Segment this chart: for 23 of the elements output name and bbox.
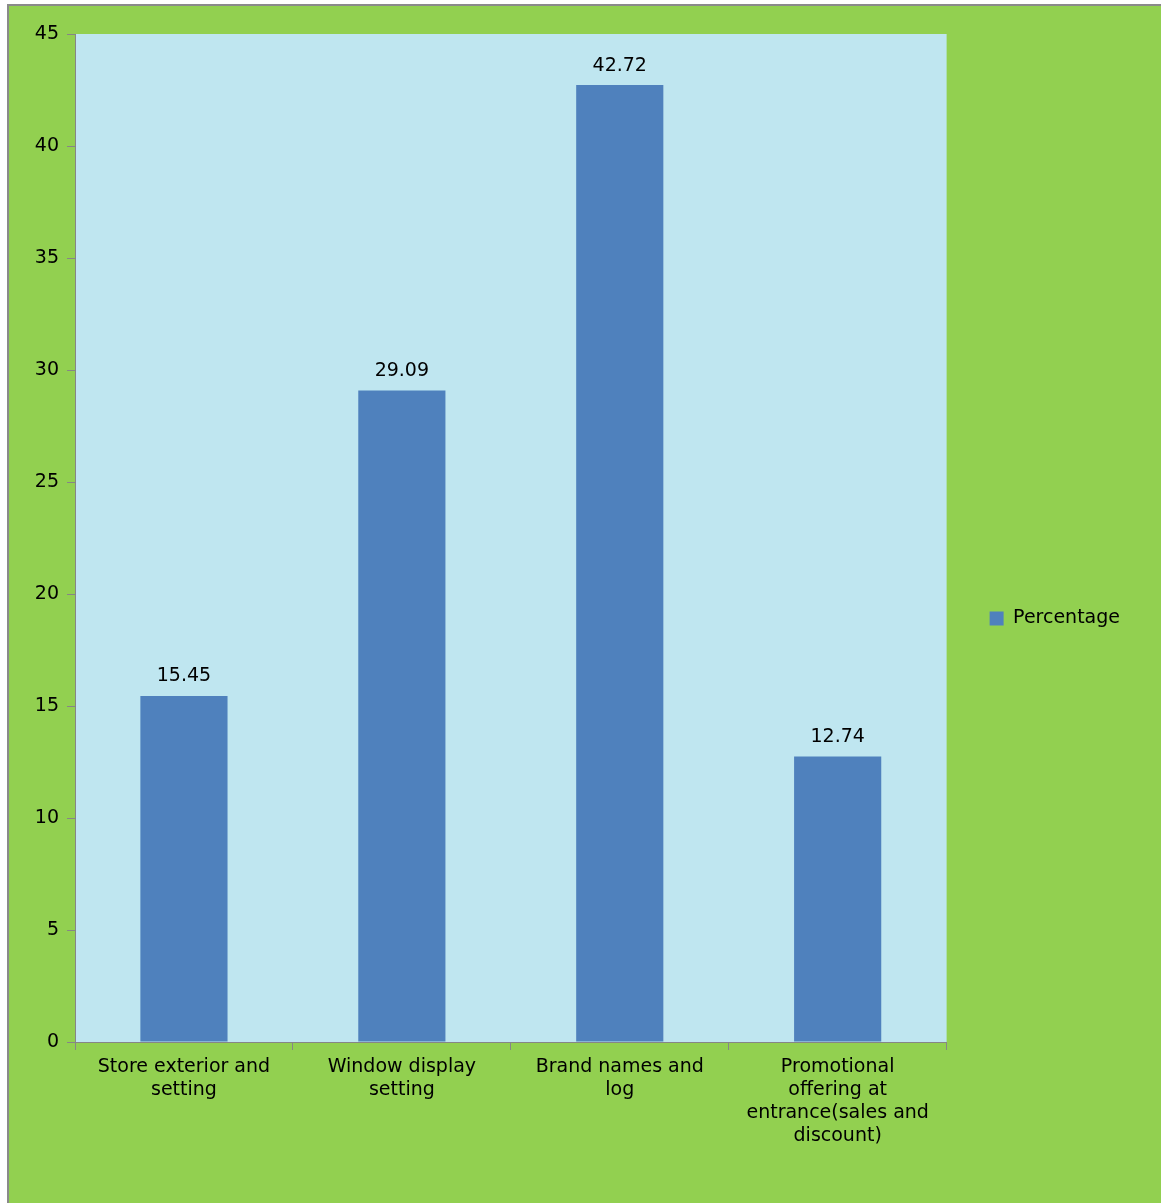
y-tick-label: 0 (46, 1028, 59, 1051)
y-tick-label: 45 (34, 20, 59, 43)
x-tick-label: Brand names and log (535, 1054, 704, 1100)
y-tick-label: 35 (34, 244, 59, 267)
y-tick-label: 5 (46, 916, 59, 939)
data-label: 42.72 (592, 52, 647, 75)
y-tick-label: 15 (34, 692, 59, 715)
y-tick-label: 10 (34, 804, 59, 827)
data-label: 29.09 (374, 357, 430, 380)
data-label: 15.45 (156, 663, 212, 686)
bar (140, 695, 228, 1042)
y-tick-label: 20 (34, 580, 59, 603)
y-tick-label: 25 (34, 468, 59, 491)
x-tick-label: Store exterior and setting (97, 1054, 271, 1100)
data-label: 12.74 (810, 724, 865, 747)
y-tick-label: 30 (34, 356, 59, 379)
x-tick-label: Window display setting (327, 1054, 477, 1100)
x-tick-label: Promotional offering at entrance(sales and discount) (746, 1054, 929, 1145)
bar (794, 756, 882, 1042)
legend-label: Percentage (1013, 605, 1121, 628)
bar (576, 85, 664, 1042)
y-tick-label: 40 (34, 132, 59, 155)
bar (358, 390, 446, 1042)
